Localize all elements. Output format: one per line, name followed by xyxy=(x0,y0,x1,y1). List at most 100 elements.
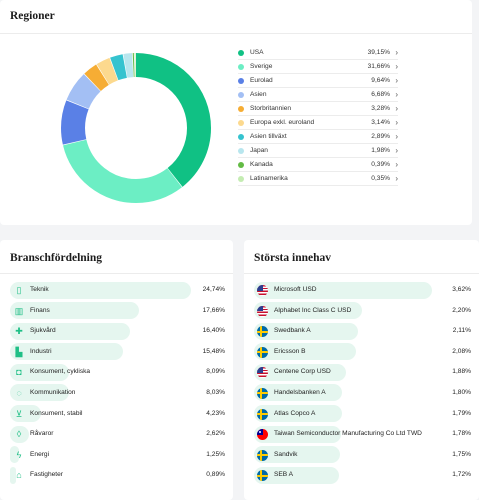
share-bar xyxy=(254,302,363,320)
list-item[interactable]: ▯ Teknik 24,74% xyxy=(10,280,225,301)
share-bar xyxy=(10,446,20,464)
legend-item-europa-exkl-euroland[interactable]: Europa exkl. euroland 3,14% › xyxy=(238,116,398,130)
item-value: 1,79% xyxy=(452,409,471,417)
house-icon: ⌂ xyxy=(16,470,22,481)
item-name: Råvaror xyxy=(30,430,54,438)
item-name: Atlas Copco A xyxy=(274,409,316,417)
list-item[interactable]: Ericsson B 2,08% xyxy=(254,342,471,363)
item-value: 1,78% xyxy=(452,430,471,438)
branschfordelning-card: Branschfördelning ▯ Teknik 24,74% ▥ Finans 1… xyxy=(0,240,233,500)
legend-item-asien-tillvaxt[interactable]: Asien tillväxt 2,89% › xyxy=(238,130,398,144)
chevron-right-icon: › xyxy=(395,90,398,99)
legend-name: Storbritannien xyxy=(250,105,292,112)
se-flag-icon xyxy=(257,346,268,358)
us-flag-icon xyxy=(257,285,268,296)
legend-value: 1,98% xyxy=(371,147,390,154)
list-item[interactable]: ⌂ Fastigheter 0,89% xyxy=(10,465,225,486)
donut-slice-2 xyxy=(61,53,211,203)
list-item[interactable]: Microsoft USD 3,62% xyxy=(254,280,471,301)
chevron-right-icon: › xyxy=(395,76,398,85)
legend-item-storbritannien[interactable]: Storbritannien 3,28% › xyxy=(238,102,398,116)
share-bar xyxy=(254,322,358,340)
legend-item-kanada[interactable]: Kanada 0,39% › xyxy=(238,158,398,172)
branschfordelning-list: ▯ Teknik 24,74% ▥ Finans 17,66% ✚ Sjukvård 16,… xyxy=(10,280,225,486)
list-item[interactable]: ϟ Energi 1,25% xyxy=(10,445,225,466)
list-item[interactable]: ▙ Industri 15,48% xyxy=(10,342,225,363)
item-name: Teknik xyxy=(30,286,49,293)
item-name: Microsoft USD xyxy=(274,286,317,293)
item-value: 17,66% xyxy=(202,306,225,314)
legend-item-asien[interactable]: Asien 6,68% › xyxy=(238,88,398,102)
item-name: Energi xyxy=(30,450,50,458)
share-bar xyxy=(254,446,341,464)
storsta-innehav-divider xyxy=(244,273,479,274)
droplet-icon: ◊ xyxy=(16,429,22,440)
bolt-icon: ϟ xyxy=(16,449,22,460)
list-item[interactable]: ◘ Konsument, cykliska 8,09% xyxy=(10,362,225,383)
regioner-title: Regioner xyxy=(10,10,55,22)
legend-value: 3,14% xyxy=(371,119,390,126)
list-item[interactable]: Taiwan Semiconductor Manufacturing Co Lt… xyxy=(254,424,471,445)
chevron-right-icon: › xyxy=(395,132,398,141)
item-value: 2,11% xyxy=(452,327,471,335)
list-item[interactable]: Swedbank A 2,11% xyxy=(254,321,471,342)
legend-dot xyxy=(238,148,244,154)
item-value: 3,62% xyxy=(452,286,471,293)
cart-icon: ⊻ xyxy=(15,408,23,419)
item-name: Ericsson B xyxy=(274,347,306,355)
tw-flag-icon xyxy=(257,429,268,441)
share-bar xyxy=(254,405,342,423)
legend-item-euroland[interactable]: Eurolad 9,64% › xyxy=(238,74,398,88)
list-item[interactable]: SEB A 1,72% xyxy=(254,465,471,486)
legend-item-japan[interactable]: Japan 1,98% › xyxy=(238,144,398,158)
legend-dot xyxy=(238,106,244,112)
item-value: 2,20% xyxy=(452,306,471,314)
se-flag-icon xyxy=(257,408,268,420)
legend-value: 31,66% xyxy=(367,63,390,70)
legend-item-usa[interactable]: USA 39,15% › xyxy=(238,46,398,60)
item-value: 8,09% xyxy=(206,368,225,376)
legend-dot xyxy=(238,64,244,70)
item-name: Alphabet Inc Class C USD xyxy=(274,306,352,314)
list-item[interactable]: Atlas Copco A 1,79% xyxy=(254,404,471,425)
legend-dot xyxy=(238,162,244,168)
legend-dot xyxy=(238,78,244,84)
legend-value: 3,28% xyxy=(371,105,390,112)
list-item[interactable]: ⊻ Konsument, stabil 4,23% xyxy=(10,404,225,425)
share-bar xyxy=(10,425,30,443)
list-item[interactable]: ◌ Kommunikation 8,03% xyxy=(10,383,225,404)
legend-item-sverige[interactable]: Sverige 31,66% › xyxy=(238,60,398,74)
share-bar xyxy=(254,281,432,299)
item-value: 15,48% xyxy=(202,347,225,355)
chevron-right-icon: › xyxy=(395,146,398,155)
legend-dot xyxy=(238,92,244,98)
item-name: Taiwan Semiconductor Manufacturing Co Lt… xyxy=(274,430,422,438)
list-item[interactable]: Sandvik 1,75% xyxy=(254,445,471,466)
car-icon: ◘ xyxy=(16,367,22,378)
legend-name: Sverige xyxy=(250,63,273,70)
se-flag-icon xyxy=(257,449,268,461)
legend-dot xyxy=(238,50,244,56)
legend-value: 2,89% xyxy=(371,133,390,140)
chevron-right-icon: › xyxy=(395,118,398,127)
chevron-right-icon: › xyxy=(395,174,398,183)
legend-value: 0,35% xyxy=(371,175,390,182)
regioner-divider xyxy=(0,33,472,34)
legend-name: Latinamerika xyxy=(250,175,288,182)
list-item[interactable]: Handelsbanken A 1,80% xyxy=(254,383,471,404)
storsta-innehav-card: Största innehav Microsoft USD 3,62% Alpha… xyxy=(244,240,479,500)
branschfordelning-title: Branschfördelning xyxy=(10,252,103,264)
list-item[interactable]: ✚ Sjukvård 16,40% xyxy=(10,321,225,342)
us-flag-icon xyxy=(257,305,268,317)
list-item[interactable]: ▥ Finans 17,66% xyxy=(10,301,225,322)
item-value: 2,62% xyxy=(206,430,225,438)
list-item[interactable]: Centene Corp USD 1,88% xyxy=(254,362,471,383)
item-name: Finans xyxy=(30,306,50,314)
item-name: Konsument, cykliska xyxy=(30,368,91,376)
legend-item-latinamerika[interactable]: Latinamerika 0,35% › xyxy=(238,172,398,186)
list-item[interactable]: Alphabet Inc Class C USD 2,20% xyxy=(254,301,471,322)
item-name: Konsument, stabil xyxy=(30,409,83,417)
item-value: 1,88% xyxy=(452,368,471,376)
list-item[interactable]: ◊ Råvaror 2,62% xyxy=(10,424,225,445)
storsta-innehav-list: Microsoft USD 3,62% Alphabet Inc Class C … xyxy=(254,280,471,486)
